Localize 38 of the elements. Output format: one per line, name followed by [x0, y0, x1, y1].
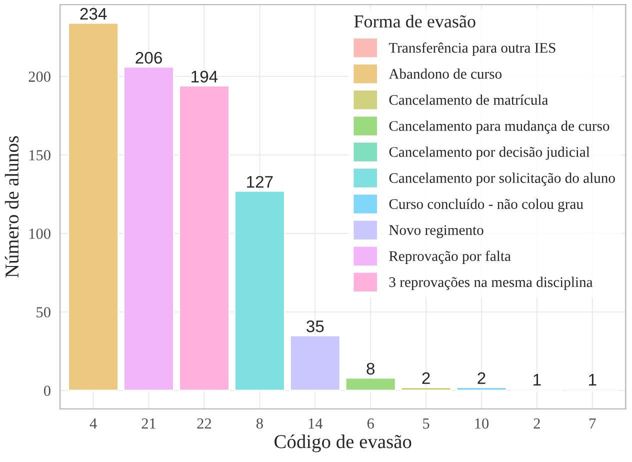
x-tick-label: 8: [256, 418, 263, 429]
x-tick-label: 7: [590, 418, 596, 428]
legend-label: Cancelamento para mudança de curso: [389, 120, 610, 134]
legend-label: Novo regimento: [389, 225, 484, 238]
x-tick-label: 5: [423, 418, 430, 429]
legend-label: Cancelamento de matrícula: [389, 94, 548, 105]
data-label: 127: [247, 176, 273, 188]
legend-label: Abandono de curso: [388, 68, 502, 79]
x-tick-label: 10: [475, 418, 489, 429]
x-tick-label: 21: [142, 418, 156, 428]
x-tick-label: 14: [308, 418, 323, 428]
legend-label: Reprovação por falta: [389, 250, 511, 264]
y-axis-title: Número de alunos: [4, 136, 19, 278]
x-tick-label: 22: [197, 418, 212, 428]
data-label: 2: [422, 372, 430, 384]
data-label: 194: [192, 70, 218, 83]
x-tick-label: 6: [367, 418, 374, 429]
legend-title: Forma de evasão: [354, 14, 476, 28]
x-axis-title: Código de evasão: [274, 434, 412, 452]
data-label: 1: [534, 374, 541, 386]
legend-label: 3 reprovações na mesma disciplina: [389, 276, 593, 290]
data-label: 35: [306, 320, 324, 332]
data-label: 1: [589, 374, 596, 386]
legend-label: Cancelamento por decisão judicial: [389, 146, 590, 160]
data-label: 2: [478, 372, 486, 384]
y-tick-label: 200: [28, 72, 50, 82]
legend-label: Transferência para outra IES: [388, 42, 556, 56]
y-tick-label: 50: [36, 307, 50, 318]
y-tick-label: 100: [29, 228, 50, 239]
data-label: 206: [136, 52, 162, 64]
x-tick-label: 4: [90, 418, 97, 428]
x-tick-label: 2: [534, 418, 540, 428]
y-tick-label: 150: [29, 150, 50, 160]
data-label: 234: [80, 8, 107, 20]
data-label: 8: [366, 362, 374, 375]
legend-label: Cancelamento por solicitação do aluno: [389, 172, 615, 186]
y-tick-label: 0: [44, 386, 50, 396]
legend-label: Curso concluído - não colou grau: [389, 198, 584, 212]
